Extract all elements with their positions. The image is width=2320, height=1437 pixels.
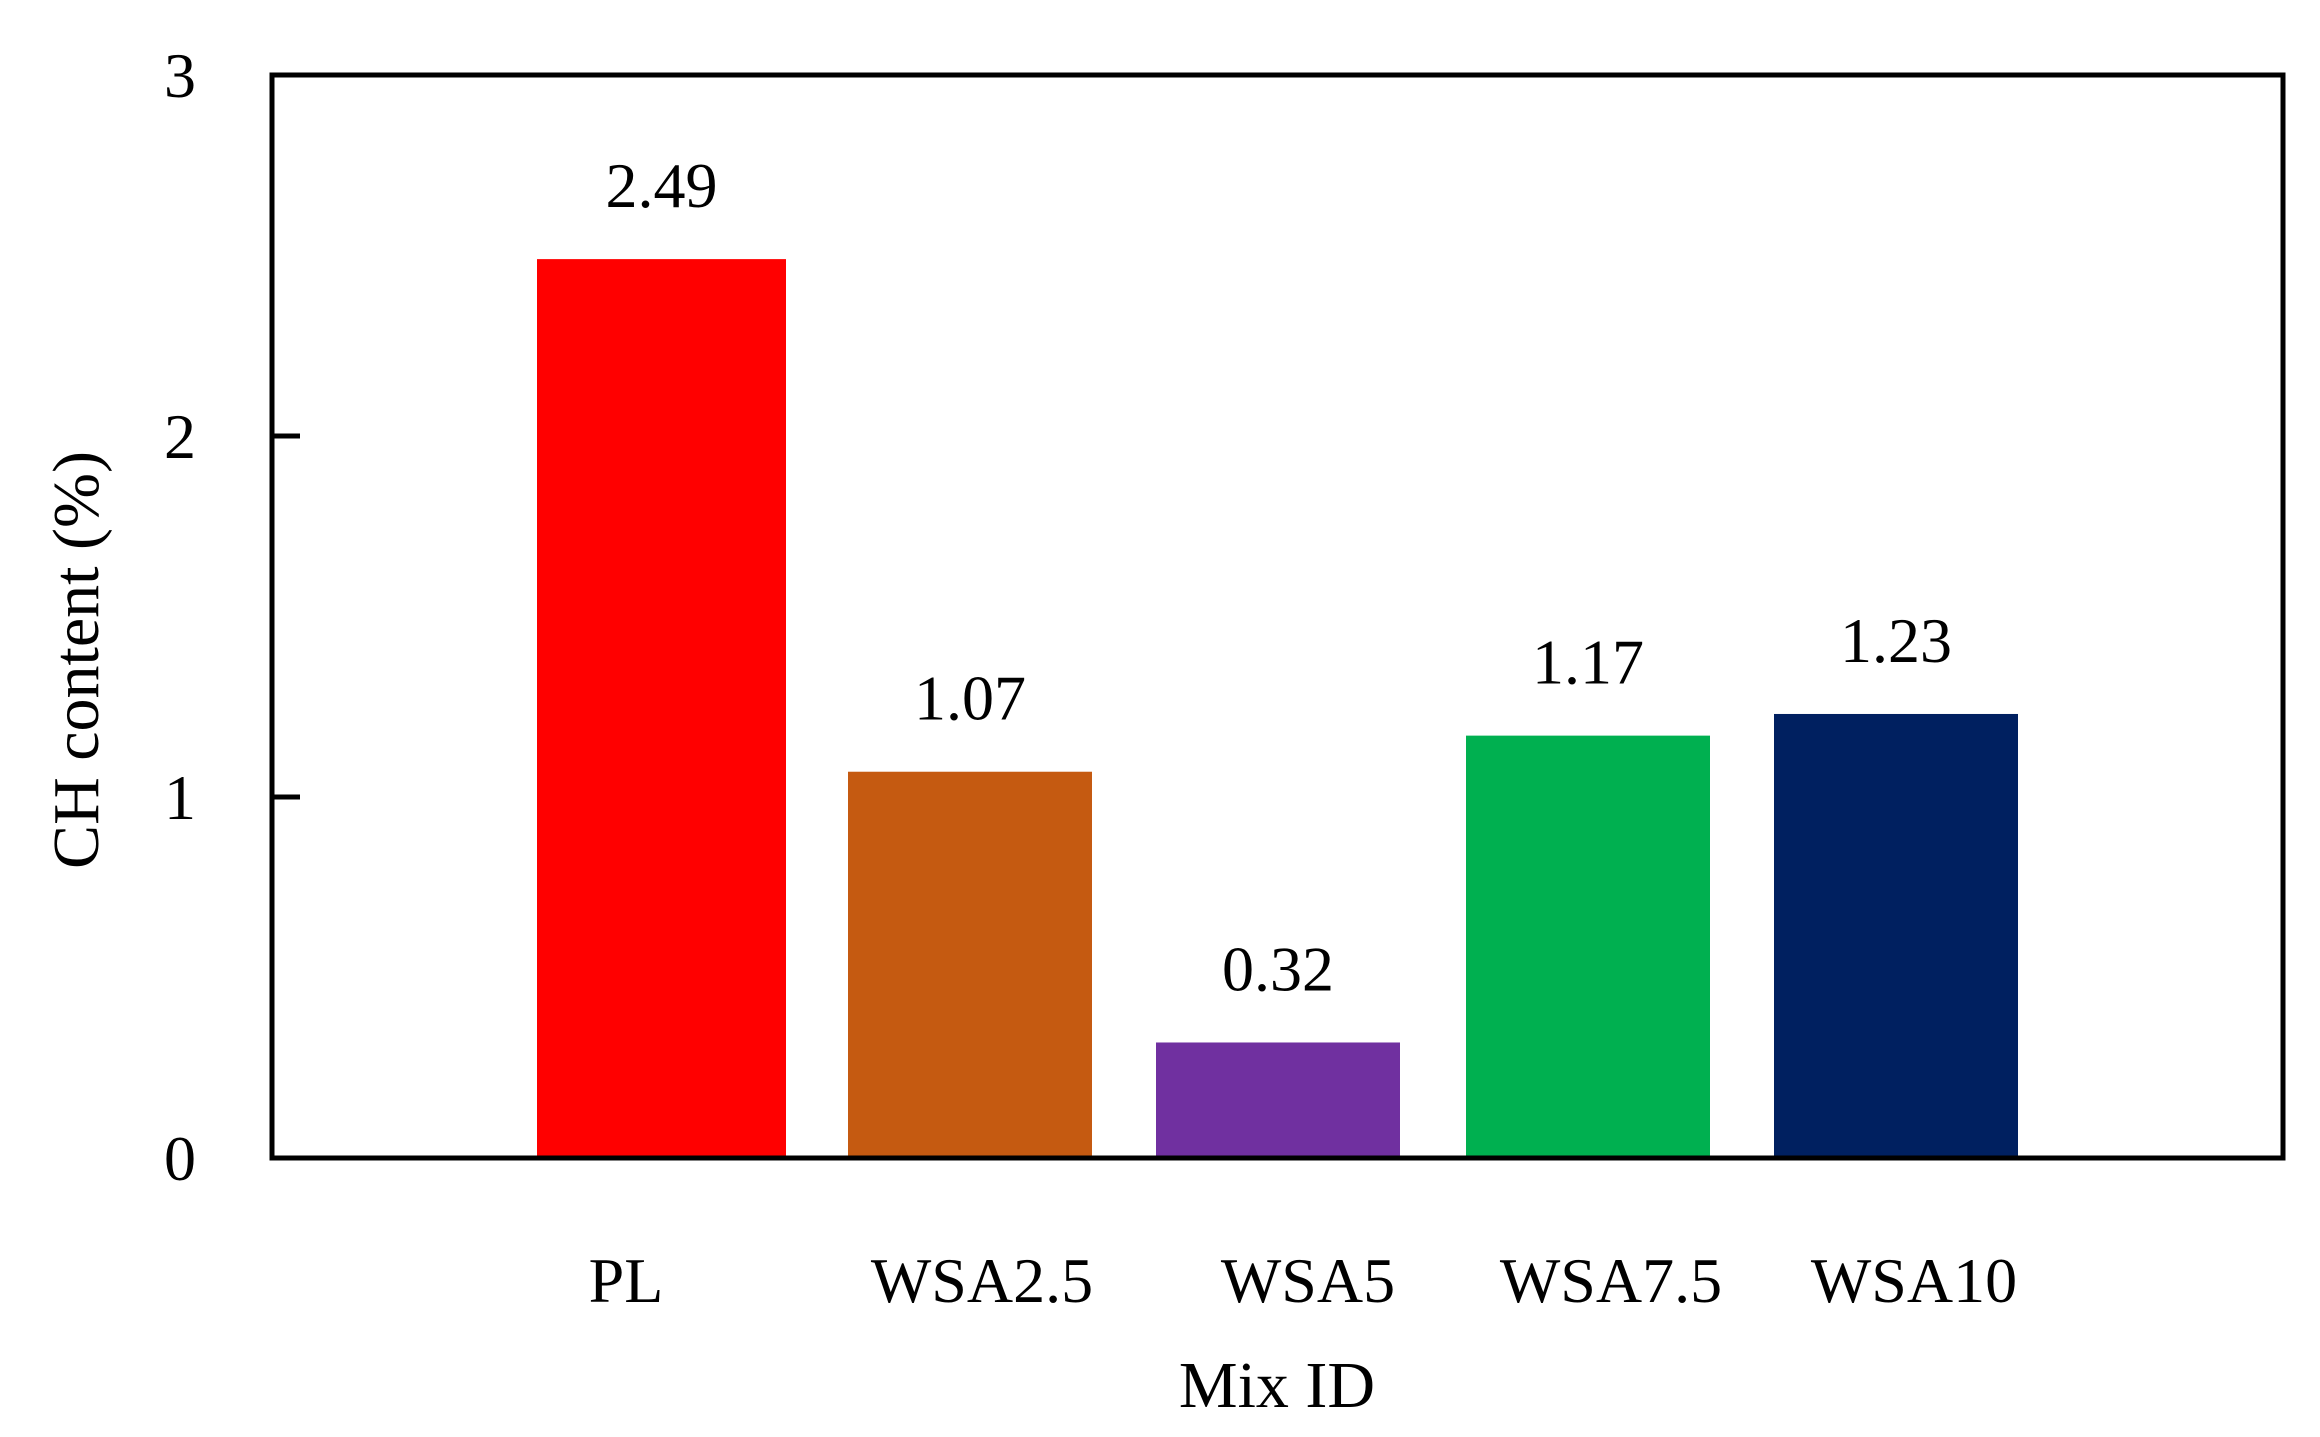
plot-area-frame — [269, 72, 2286, 1161]
data-label-wsa7-5: 1.17 — [1532, 627, 1644, 698]
data-label-wsa2-5: 1.07 — [914, 663, 1026, 734]
x-axis-title: Mix ID — [1179, 1349, 1375, 1422]
y-axis-ticks: 0 1 2 3 — [164, 40, 300, 1194]
data-label-wsa10: 1.23 — [1840, 605, 1952, 676]
category-label-pl: PL — [589, 1245, 664, 1316]
x-axis-categories: PL WSA2.5 WSA5 WSA7.5 WSA10 — [589, 1245, 2017, 1316]
category-label-wsa5: WSA5 — [1221, 1245, 1395, 1316]
bars — [537, 259, 2018, 1158]
bar-wsa5 — [1156, 1042, 1400, 1158]
bar-wsa2-5 — [848, 771, 1092, 1158]
data-label-pl: 2.49 — [606, 150, 718, 221]
y-axis-title: CH content (%) — [40, 451, 113, 869]
data-label-wsa5: 0.32 — [1222, 933, 1334, 1004]
bar-wsa7-5 — [1466, 735, 1710, 1158]
category-label-wsa2-5: WSA2.5 — [871, 1245, 1093, 1316]
y-tick-label: 1 — [164, 762, 196, 833]
y-tick-label: 2 — [164, 401, 196, 472]
y-tick-label: 0 — [164, 1123, 196, 1194]
bar-pl — [537, 259, 786, 1158]
bar-wsa10 — [1774, 713, 2018, 1158]
category-label-wsa10: WSA10 — [1811, 1245, 2017, 1316]
y-tick-label: 3 — [164, 40, 196, 111]
category-label-wsa7-5: WSA7.5 — [1500, 1245, 1722, 1316]
data-labels: 2.49 1.07 0.32 1.17 1.23 — [606, 150, 1953, 1004]
